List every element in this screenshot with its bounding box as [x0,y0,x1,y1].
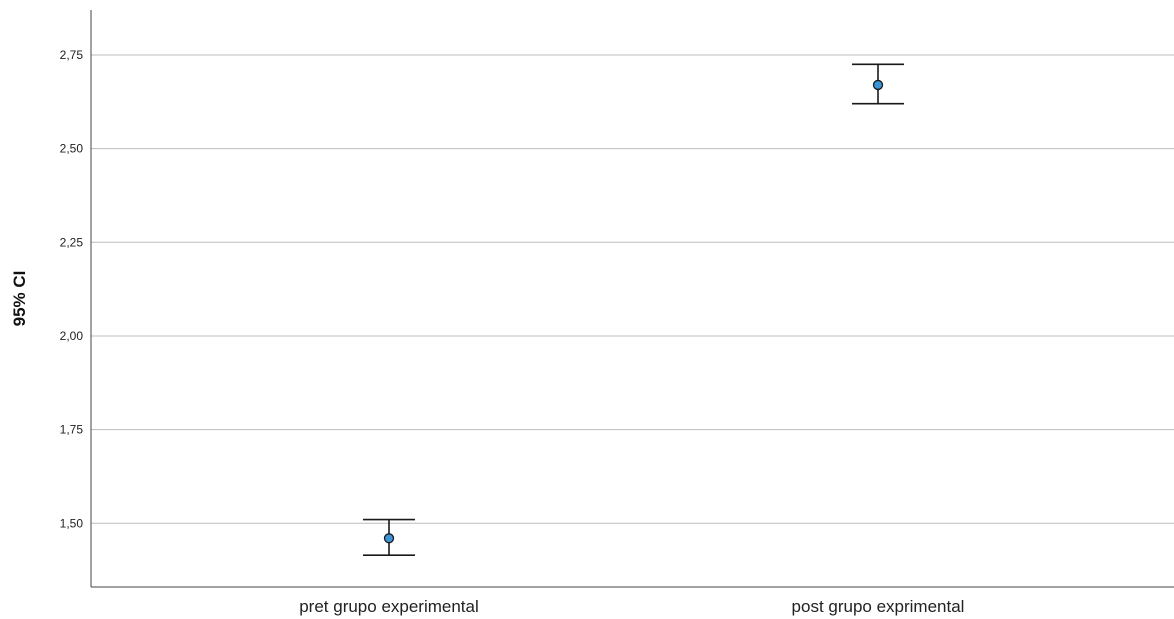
x-category-label: post grupo exprimental [792,597,965,616]
x-category-label: pret grupo experimental [299,597,479,616]
y-tick-label: 2,75 [60,48,84,62]
error-bar-marks [363,63,904,556]
mean-point [383,533,395,544]
grid-lines [91,54,1174,524]
x-category-labels: pret grupo experimental post grupo exprim… [299,597,964,616]
y-axis-label: 95% CI [10,271,29,327]
mean-point [872,79,884,91]
y-tick-label: 2,00 [60,329,84,343]
error-bar-group [852,63,904,105]
y-tick-label: 2,50 [60,142,84,156]
error-bar-group [363,518,415,556]
y-tick-label: 1,50 [60,516,84,530]
y-tick-label: 1,75 [60,423,84,437]
y-tick-labels: 1,50 1,75 2,00 2,25 2,50 2,75 [60,48,84,530]
y-tick-label: 2,25 [60,235,84,249]
